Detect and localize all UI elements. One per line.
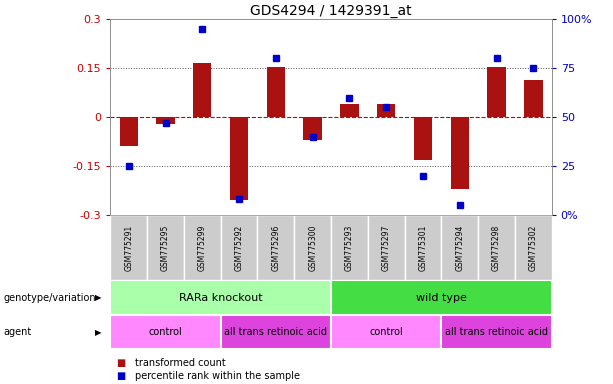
Bar xyxy=(221,215,257,280)
Text: control: control xyxy=(369,327,403,337)
Bar xyxy=(110,280,331,315)
Text: GSM775300: GSM775300 xyxy=(308,225,317,271)
Text: transformed count: transformed count xyxy=(135,358,226,368)
Bar xyxy=(303,117,322,140)
Text: GSM775299: GSM775299 xyxy=(198,225,207,271)
Text: all trans retinoic acid: all trans retinoic acid xyxy=(224,327,327,337)
Text: ▶: ▶ xyxy=(95,328,102,337)
Title: GDS4294 / 1429391_at: GDS4294 / 1429391_at xyxy=(250,4,412,18)
Text: wild type: wild type xyxy=(416,293,466,303)
Bar xyxy=(230,117,248,200)
Bar xyxy=(221,315,331,349)
Bar xyxy=(441,215,478,280)
Text: agent: agent xyxy=(3,327,31,337)
Text: GSM775295: GSM775295 xyxy=(161,225,170,271)
Bar xyxy=(451,117,469,189)
Text: ■: ■ xyxy=(116,371,126,381)
Text: GSM775296: GSM775296 xyxy=(272,225,280,271)
Bar xyxy=(331,280,552,315)
Text: GSM775302: GSM775302 xyxy=(529,225,538,271)
Text: genotype/variation: genotype/variation xyxy=(3,293,96,303)
Bar xyxy=(147,215,184,280)
Text: RARa knockout: RARa knockout xyxy=(179,293,262,303)
Bar xyxy=(184,215,221,280)
Text: GSM775298: GSM775298 xyxy=(492,225,501,271)
Bar xyxy=(515,215,552,280)
Bar xyxy=(487,66,506,117)
Bar xyxy=(405,215,441,280)
Bar xyxy=(524,79,543,117)
Bar xyxy=(441,315,552,349)
Text: GSM775297: GSM775297 xyxy=(382,225,390,271)
Bar xyxy=(377,104,395,117)
Text: control: control xyxy=(148,327,183,337)
Bar xyxy=(294,215,331,280)
Text: ▶: ▶ xyxy=(95,293,102,302)
Text: percentile rank within the sample: percentile rank within the sample xyxy=(135,371,300,381)
Text: GSM775293: GSM775293 xyxy=(345,225,354,271)
Bar xyxy=(110,315,221,349)
Bar xyxy=(331,215,368,280)
Bar xyxy=(340,104,359,117)
Text: GSM775301: GSM775301 xyxy=(419,225,427,271)
Bar xyxy=(193,63,211,117)
Text: GSM775294: GSM775294 xyxy=(455,225,464,271)
Bar xyxy=(478,215,515,280)
Text: GSM775291: GSM775291 xyxy=(124,225,133,271)
Bar xyxy=(156,117,175,124)
Bar xyxy=(257,215,294,280)
Bar xyxy=(110,215,147,280)
Text: all trans retinoic acid: all trans retinoic acid xyxy=(445,327,548,337)
Text: ■: ■ xyxy=(116,358,126,368)
Bar xyxy=(267,66,285,117)
Bar xyxy=(368,215,405,280)
Bar xyxy=(331,315,441,349)
Bar xyxy=(120,117,138,147)
Text: GSM775292: GSM775292 xyxy=(235,225,243,271)
Bar xyxy=(414,117,432,160)
